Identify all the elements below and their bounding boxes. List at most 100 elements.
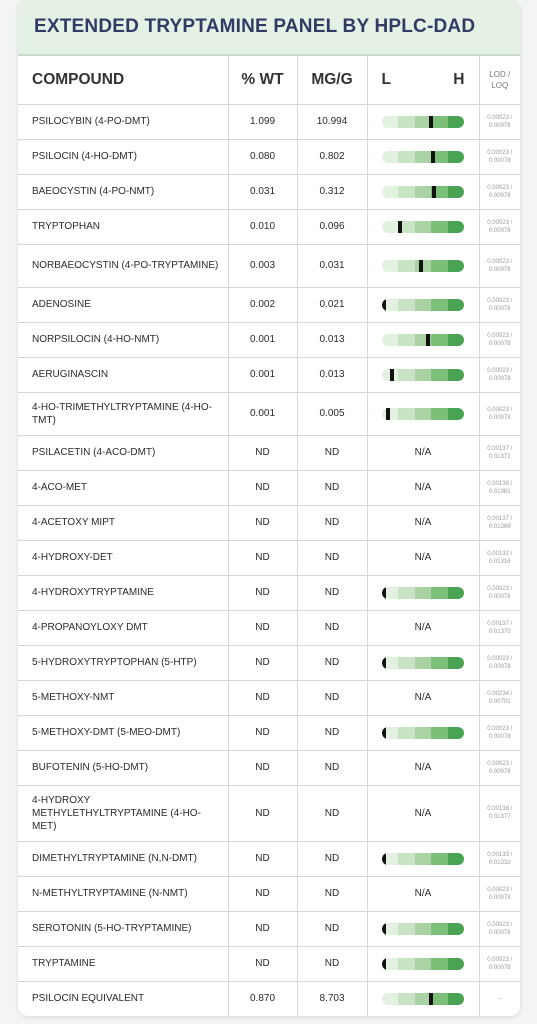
gauge-segment [382,407,399,420]
lod-loq-value: 0.00023 /0.00078 [478,714,520,751]
gauge-segment [382,586,399,599]
low-label: L [381,70,391,88]
mg-g-value: ND [296,469,368,506]
table-row: 4-HYDROXYTRYPTAMINE ND ND 0.00023 /0.00078 [18,574,520,611]
gauge-segment [447,957,464,970]
level-gauge [382,259,464,272]
pct-wt-value: 0.870 [227,980,298,1016]
gauge-segment [447,220,464,233]
gauge-marker [382,656,386,669]
table-row: BAEOCYSTIN (4-PO-NMT) 0.031 0.312 0.00023 /… [18,173,520,210]
table-row: TRYPTAMINE ND ND 0.00023 /0.00078 [18,945,520,982]
level-gauge [382,185,464,198]
table-row: ADENOSINE 0.002 0.021 0.00023 /0.00078 [18,286,520,323]
level-gauge [382,726,464,739]
gauge-segment [414,368,432,381]
mg-g-value: ND [296,910,368,947]
range-na: N/A [366,609,480,646]
header-row: COMPOUND % WT MG/G L H LOD / LOQ [18,56,520,105]
lod-loq-value: 0.00023 /0.00078 [478,945,520,982]
range-column-header: L H [366,56,480,105]
pct-wt-value: ND [227,679,298,716]
compound-name: ADENOSINE [18,286,229,323]
pct-wt-value: ND [227,749,298,786]
results-table: COMPOUND % WT MG/G L H LOD / LOQ PSILOCY… [18,56,520,1016]
level-gauge-cell [366,574,480,611]
level-gauge [382,992,464,1005]
lod-loq-value: 0.00138 /0.01377 [478,784,520,842]
gauge-segment [447,852,464,865]
mg-g-value: ND [296,784,368,842]
compound-column-header: COMPOUND [18,56,229,105]
gauge-segment [431,586,448,599]
range-na: N/A [366,679,480,716]
table-row: AERUGINASCIN 0.001 0.013 0.00023 /0.00078 [18,356,520,393]
level-gauge-cell [366,138,480,175]
table-row: 4-HYDROXY METHYLETHYLTRYPTAMINE (4-HO-ME… [18,784,520,842]
lod-loq-column-header: LOD / LOQ [478,56,520,105]
lod-loq-value: 0.00023 /0.00078 [478,103,520,140]
table-row: PSILOCYBIN (4-PO-DMT) 1.099 10.994 0.00023 … [18,103,520,140]
gauge-segment [414,407,432,420]
compound-name: DIMETHYLTRYPTAMINE (N,N-DMT) [18,840,229,877]
compound-name: PSILOCYBIN (4-PO-DMT) [18,103,229,140]
gauge-segment [447,726,464,739]
table-row: PSILOCIN EQUIVALENT 0.870 8.703 -- [18,980,520,1016]
level-gauge-cell [366,321,480,358]
level-gauge-cell [366,243,480,288]
gauge-segment [382,150,399,163]
pct-wt-value: ND [227,910,298,947]
level-gauge [382,407,464,420]
mg-g-value: ND [296,749,368,786]
lod-loq-value: 0.00023 /0.00078 [478,286,520,323]
gauge-marker [431,150,435,163]
high-label: H [453,70,465,88]
gauge-marker [429,992,433,1005]
gauge-segment [398,726,415,739]
compound-name: 5-METHOXY-NMT [18,679,229,716]
pct-wt-value: ND [227,644,298,681]
gauge-segment [431,922,448,935]
compound-name: SEROTONIN (5-HO-TRYPTAMINE) [18,910,229,947]
gauge-segment [431,992,448,1005]
table-row: N-METHYLTRYPTAMINE (N-NMT) ND ND N/A 0.00023… [18,875,520,912]
gauge-segment [431,333,448,346]
level-gauge-cell [366,980,480,1016]
lod-loq-value: 0.00023 /0.00078 [478,574,520,611]
table-row: 4-ACO-MET ND ND N/A 0.00138 /0.01381 [18,469,520,506]
compound-name: BAEOCYSTIN (4-PO-NMT) [18,173,229,210]
gauge-segment [414,656,432,669]
mg-g-value: ND [296,434,368,471]
gauge-marker [382,298,386,311]
compound-name: AERUGINASCIN [18,356,229,393]
pct-wt-value: ND [227,539,298,576]
gauge-segment [398,150,415,163]
mg-g-value: ND [296,504,368,541]
lod-loq-value: 0.00023 /0.00078 [478,356,520,393]
level-gauge [382,922,464,935]
lod-loq-value: 0.00133 /0.01332 [478,840,520,877]
pct-wt-value: 0.031 [227,173,298,210]
level-gauge-cell [366,945,480,982]
gauge-segment [431,220,448,233]
table-row: NORBAEOCYSTIN (4-PO-TRYPTAMINE) 0.003 0.03… [18,243,520,288]
gauge-segment [447,150,464,163]
gauge-segment [447,656,464,669]
compound-name: PSILACETIN (4-ACO-DMT) [18,434,229,471]
gauge-segment [447,368,464,381]
gauge-segment [382,726,399,739]
range-na: N/A [366,434,480,471]
gauge-segment [447,992,464,1005]
gauge-segment [414,726,432,739]
table-row: BUFOTENIN (5-HO-DMT) ND ND N/A 0.00023 /0.00… [18,749,520,786]
gauge-segment [431,259,448,272]
lod-loq-value: 0.00023 /0.00078 [478,391,520,436]
compound-name: NORPSILOCIN (4-HO-NMT) [18,321,229,358]
pct-wt-value: ND [227,945,298,982]
table-row: NORPSILOCIN (4-HO-NMT) 0.001 0.013 0.00023 … [18,321,520,358]
range-na: N/A [366,875,480,912]
pct-wt-value: ND [227,784,298,842]
gauge-segment [447,185,464,198]
lod-loq-value: 0.00137 /0.01371 [478,434,520,471]
compound-name: N-METHYLTRYPTAMINE (N-NMT) [18,875,229,912]
